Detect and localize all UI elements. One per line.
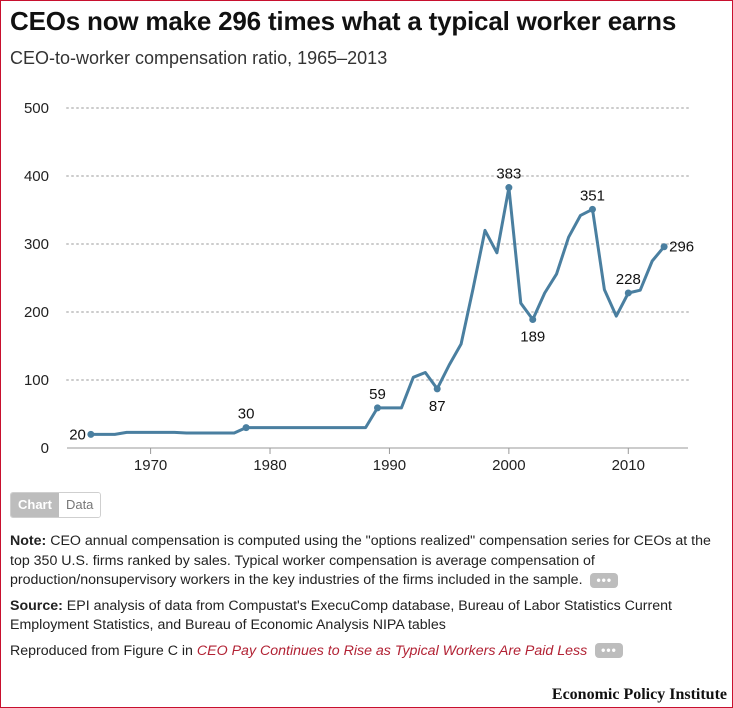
y-tick-label-0: 0: [41, 440, 49, 457]
brand-logo-text: Economic Policy Institute: [551, 686, 727, 703]
data-label-1978: 30: [238, 406, 255, 423]
data-point-1994: [433, 385, 441, 393]
data-tab[interactable]: Data: [58, 493, 101, 517]
reproduced-prefix: Reproduced from Figure C in: [10, 642, 193, 659]
data-point-1978: [242, 424, 250, 432]
source-paragraph: Source: EPI analysis of data from Compus…: [10, 597, 722, 636]
chart-notes: Note: CEO annual compensation is compute…: [10, 532, 722, 667]
note-label: Note:: [10, 533, 47, 549]
data-label-1989: 59: [369, 386, 386, 403]
chart-tab[interactable]: Chart: [11, 493, 59, 517]
data-label-2010: 228: [616, 271, 641, 288]
y-tick-label-300: 300: [24, 236, 49, 253]
x-tick-label-2010: 2010: [612, 457, 645, 474]
note-more-button[interactable]: •••: [590, 572, 619, 588]
data-point-2007: [588, 205, 596, 213]
data-point-2010: [624, 289, 632, 297]
data-point-2000: [505, 184, 513, 192]
data-point-2002: [529, 315, 537, 323]
chart-subtitle: CEO-to-worker compensation ratio, 1965–2…: [10, 48, 388, 68]
source-label: Source:: [10, 597, 63, 614]
x-tick-label-2000: 2000: [492, 457, 525, 474]
data-label-1994: 87: [429, 398, 446, 415]
data-label-2013: 296: [669, 239, 694, 256]
note-paragraph: Note: CEO annual compensation is compute…: [10, 532, 722, 591]
data-label-2007: 351: [580, 187, 605, 204]
data-label-2000: 383: [496, 166, 521, 183]
y-tick-label-100: 100: [24, 372, 49, 389]
chart-title: CEOs now make 296 times what a typical w…: [10, 6, 677, 36]
line-chart: 0 100 200 300 400 500 1970 1980 1990 2000 2010 20 30…: [24, 100, 694, 474]
note-text: CEO annual compensation is computed usin…: [10, 533, 711, 588]
data-label-1965: 20: [69, 426, 86, 443]
reproduced-paragraph: Reproduced from Figure C in CEO Pay Cont…: [10, 642, 722, 662]
reproduced-more-button[interactable]: •••: [595, 643, 623, 659]
source-text: EPI analysis of data from Compustat's Ex…: [10, 597, 672, 634]
y-tick-label-400: 400: [24, 168, 49, 185]
data-point-1965: [87, 430, 95, 438]
y-tick-label-500: 500: [24, 100, 49, 117]
report-link[interactable]: CEO Pay Continues to Rise as Typical Wor…: [196, 642, 588, 659]
view-toggle: Chart Data: [10, 492, 102, 518]
x-tick-label-1980: 1980: [253, 457, 286, 474]
data-label-2002: 189: [520, 328, 545, 345]
y-tick-label-200: 200: [24, 304, 49, 321]
data-point-1989: [374, 404, 381, 412]
data-point-2013: [660, 243, 668, 251]
x-tick-label-1990: 1990: [373, 457, 406, 474]
x-tick-label-1970: 1970: [134, 457, 167, 474]
